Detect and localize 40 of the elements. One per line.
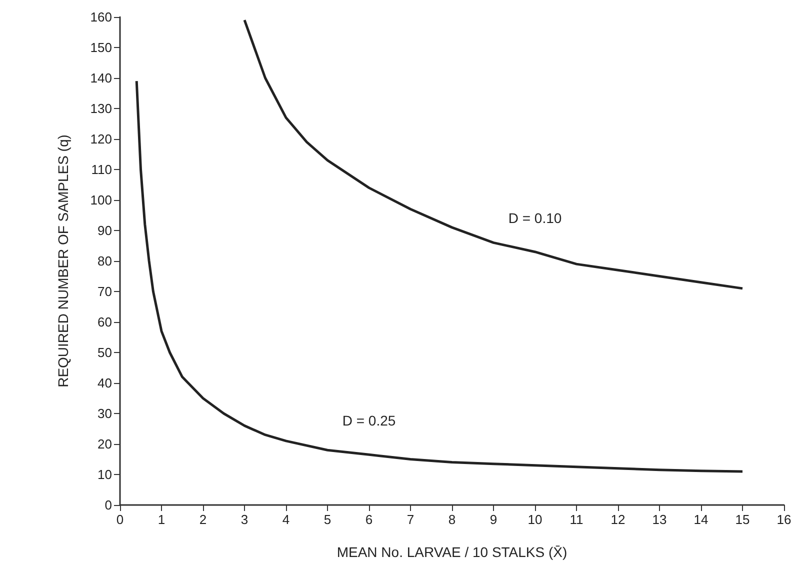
y-tick-label: 20 [98, 436, 112, 452]
y-tick-label: 160 [90, 10, 112, 24]
x-tick-label: 8 [448, 512, 456, 527]
y-tick-label: 110 [91, 162, 112, 177]
y-tick-label: 0 [104, 498, 112, 512]
x-tick-label: 9 [490, 512, 498, 527]
x-tick-label: 11 [570, 512, 584, 527]
y-tick-label: 80 [98, 254, 112, 268]
x-tick-label: 7 [406, 512, 414, 527]
x-tick-label: 2 [199, 512, 207, 527]
series-label: D = 0.25 [342, 412, 396, 429]
x-tick-label: 15 [735, 512, 750, 527]
y-tick-label: 50 [98, 345, 112, 360]
y-tick-label: 100 [90, 192, 112, 208]
x-tick-label: 5 [324, 512, 332, 527]
series-label: D = 0.10 [508, 210, 562, 226]
x-tick-label: 3 [240, 512, 248, 527]
x-tick-label: 6 [365, 512, 373, 527]
y-tick-label: 150 [90, 40, 112, 55]
line-series [243, 18, 744, 290]
y-axis-title: REQUIRED NUMBER OF SAMPLES (q) [55, 134, 71, 388]
x-tick-label: 4 [282, 512, 290, 527]
y-tick-label: 90 [98, 223, 112, 238]
y-tick-label: 140 [90, 70, 112, 86]
line-series [135, 80, 744, 473]
y-tick-label: 40 [98, 376, 112, 390]
x-tick-label: 13 [652, 512, 667, 527]
x-axis-title: MEAN No. LARVAE / 10 STALKS (X̄) [336, 544, 568, 560]
x-tick-label: 0 [116, 512, 124, 527]
y-tick-label: 60 [98, 314, 112, 330]
y-tick-label: 70 [98, 284, 112, 299]
x-tick-label: 12 [610, 512, 626, 527]
x-tick-label: 14 [694, 512, 708, 527]
x-tick-label: 16 [776, 512, 792, 527]
y-tick-label: 120 [90, 132, 112, 146]
y-tick-label: 30 [98, 406, 112, 421]
y-tick-label: 10 [98, 467, 112, 482]
y-tick-label: 130 [90, 101, 112, 116]
x-tick-label: 1 [158, 512, 166, 527]
x-tick-label: 10 [528, 512, 542, 527]
